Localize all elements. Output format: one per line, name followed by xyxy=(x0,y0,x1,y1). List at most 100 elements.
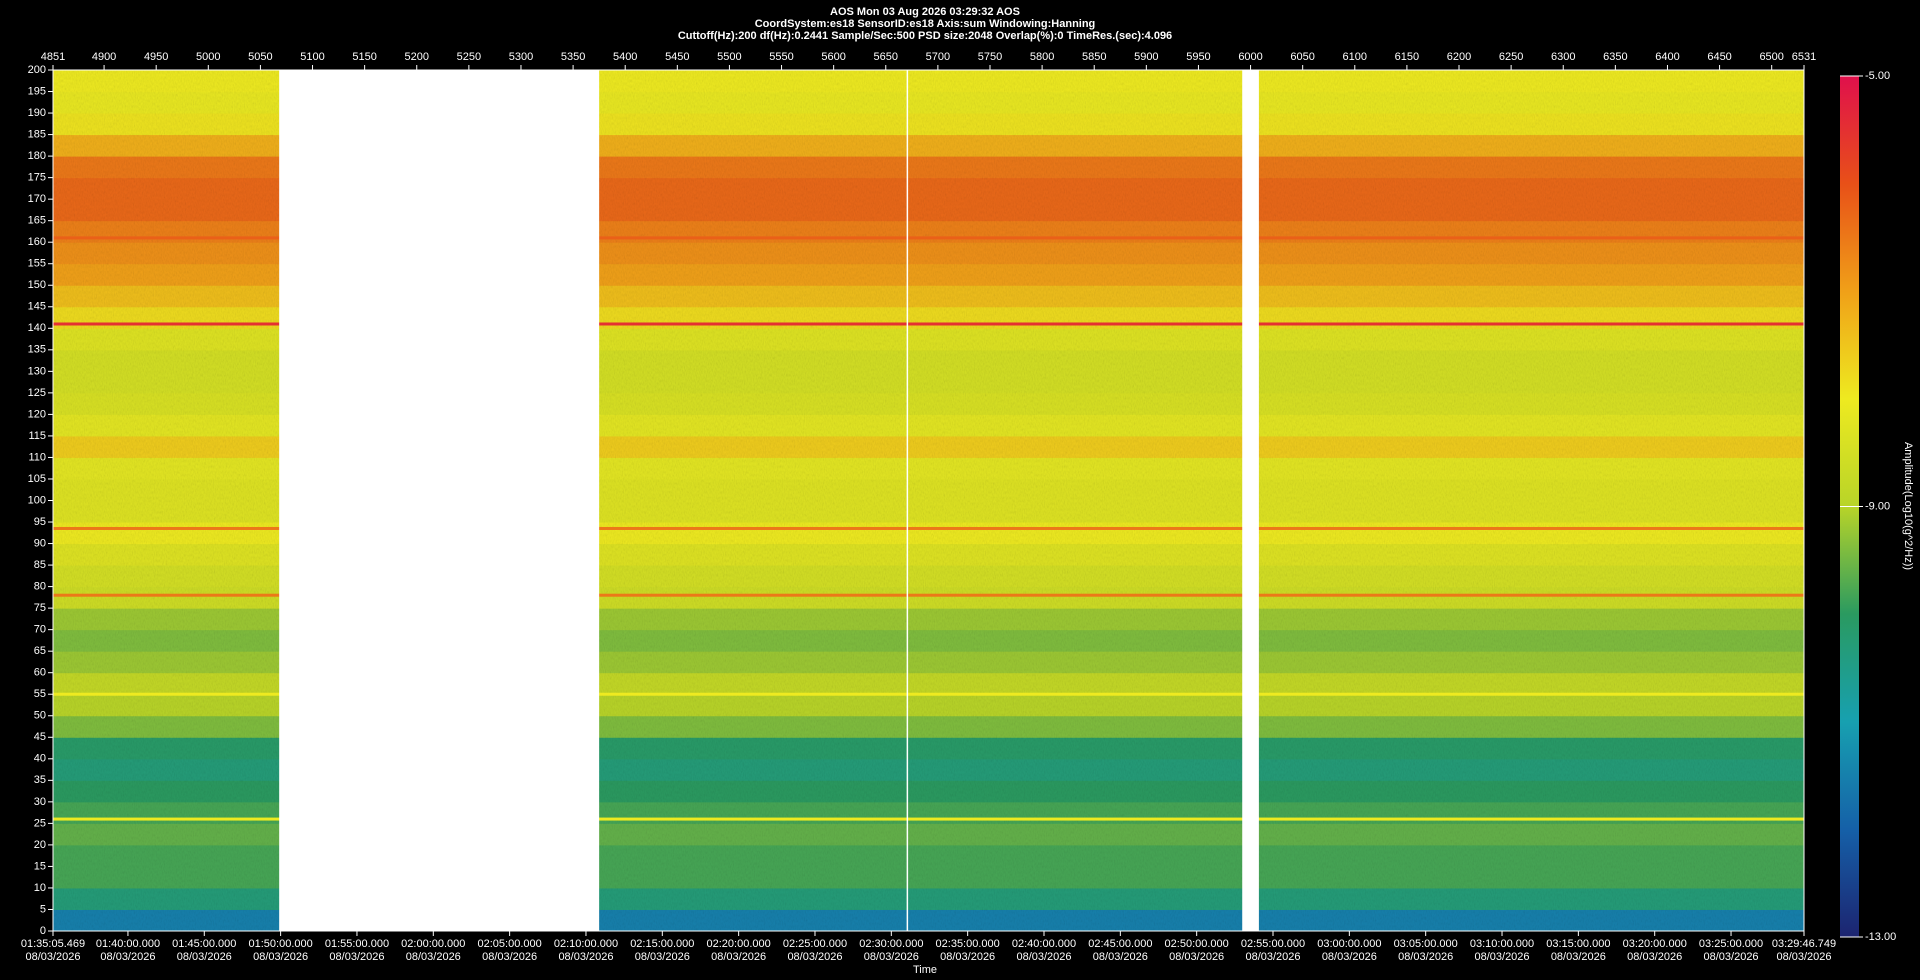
y-tick-label: 5 xyxy=(40,903,46,915)
x-tick-label: 02:35:00.000 xyxy=(936,938,1000,950)
x-tick-date: 08/03/2026 xyxy=(940,951,995,963)
x-tick-date: 08/03/2026 xyxy=(711,951,766,963)
x-tick-label: 02:45:00.000 xyxy=(1088,938,1152,950)
x-tick-label: 03:10:00.000 xyxy=(1470,938,1534,950)
y-tick-label: 115 xyxy=(28,430,46,442)
y-tick-label: 80 xyxy=(34,581,46,593)
y-tick-label: 130 xyxy=(28,365,46,377)
spectral-line xyxy=(53,236,1804,240)
y-tick-label: 190 xyxy=(28,107,46,119)
x-tick-date: 08/03/2026 xyxy=(1169,951,1224,963)
x-tick-label: 02:25:00.000 xyxy=(783,938,847,950)
y-tick-label: 150 xyxy=(28,279,46,291)
spectral-line xyxy=(53,593,1804,597)
x-tick-label: 02:55:00.000 xyxy=(1241,938,1305,950)
y-tick-label: 100 xyxy=(28,494,46,506)
y-tick-label: 50 xyxy=(34,710,46,722)
x2-tick-label: 6350 xyxy=(1603,51,1627,63)
x2-tick-label: 5650 xyxy=(874,51,898,63)
y-tick-label: 95 xyxy=(34,516,46,528)
y-tick-label: 200 xyxy=(28,64,46,76)
x2-tick-label: 6500 xyxy=(1759,51,1783,63)
x-tick-label: 01:50:00.000 xyxy=(249,938,313,950)
y-tick-label: 25 xyxy=(34,817,46,829)
x-axis-title: Time xyxy=(913,964,937,976)
x2-tick-label: 5050 xyxy=(248,51,272,63)
x2-tick-label: 5750 xyxy=(978,51,1002,63)
x-tick-label: 03:25:00.000 xyxy=(1699,938,1763,950)
x2-tick-label: 5150 xyxy=(352,51,376,63)
y-tick-label: 85 xyxy=(34,559,46,571)
y-tick-label: 185 xyxy=(28,128,46,140)
colorbar-tick-label: -5.00 xyxy=(1865,70,1890,82)
plot-area xyxy=(53,70,1804,931)
y-tick-label: 155 xyxy=(28,258,46,270)
x2-tick-label: 5950 xyxy=(1186,51,1210,63)
x2-tick-label: 5900 xyxy=(1134,51,1158,63)
x-tick-label: 01:40:00.000 xyxy=(96,938,160,950)
y-tick-label: 160 xyxy=(28,236,46,248)
data-gap xyxy=(906,70,909,931)
y-tick-label: 55 xyxy=(34,688,46,700)
x2-tick-label: 5100 xyxy=(300,51,324,63)
x2-tick-label: 5500 xyxy=(717,51,741,63)
y-tick-label: 105 xyxy=(28,473,46,485)
y-tick-label: 70 xyxy=(34,624,46,636)
title-line: CoordSystem:es18 SensorID:es18 Axis:sum … xyxy=(755,18,1096,30)
x2-tick-label: 5550 xyxy=(769,51,793,63)
x-tick-date: 08/03/2026 xyxy=(25,951,80,963)
x-tick-label: 01:35:05.469 xyxy=(21,938,85,950)
x2-tick-label: 4851 xyxy=(41,51,65,63)
x2-tick-label: 5800 xyxy=(1030,51,1054,63)
spectral-line xyxy=(53,817,1804,821)
x-tick-label: 02:20:00.000 xyxy=(707,938,771,950)
y-tick-label: 195 xyxy=(28,85,46,97)
x-tick-date: 08/03/2026 xyxy=(1704,951,1759,963)
colorbar-tick-label: -9.00 xyxy=(1865,500,1890,512)
y-tick-label: 135 xyxy=(28,344,46,356)
y-tick-label: 175 xyxy=(28,172,46,184)
y-tick-label: 125 xyxy=(28,387,46,399)
x-tick-label: 03:20:00.000 xyxy=(1623,938,1687,950)
y-tick-label: 65 xyxy=(34,645,46,657)
x-tick-label: 02:50:00.000 xyxy=(1165,938,1229,950)
x-tick-label: 03:00:00.000 xyxy=(1317,938,1381,950)
x2-tick-label: 6250 xyxy=(1499,51,1523,63)
data-gap xyxy=(279,70,600,931)
x2-tick-label: 6400 xyxy=(1655,51,1679,63)
x-tick-date: 08/03/2026 xyxy=(1474,951,1529,963)
title-line: Cuttoff(Hz):200 df(Hz):0.2441 Sample/Sec… xyxy=(678,30,1172,42)
x2-tick-label: 5850 xyxy=(1082,51,1106,63)
x-tick-date: 08/03/2026 xyxy=(1093,951,1148,963)
y-tick-label: 110 xyxy=(28,451,46,463)
x-tick-date: 08/03/2026 xyxy=(482,951,537,963)
x-tick-label: 02:10:00.000 xyxy=(554,938,618,950)
x-tick-label: 03:15:00.000 xyxy=(1546,938,1610,950)
x-tick-date: 08/03/2026 xyxy=(635,951,690,963)
x-tick-label: 02:40:00.000 xyxy=(1012,938,1076,950)
x-tick-label: 02:00:00.000 xyxy=(401,938,465,950)
x-tick-date: 08/03/2026 xyxy=(1776,951,1831,963)
x2-tick-label: 5000 xyxy=(196,51,220,63)
x-tick-date: 08/03/2026 xyxy=(787,951,842,963)
x2-tick-label: 6050 xyxy=(1290,51,1314,63)
x-tick-date: 08/03/2026 xyxy=(1322,951,1377,963)
x-tick-date: 08/03/2026 xyxy=(1016,951,1071,963)
y-tick-label: 75 xyxy=(34,602,46,614)
spectral-line xyxy=(53,322,1804,326)
y-tick-label: 120 xyxy=(28,408,46,420)
data-gap xyxy=(1242,70,1259,931)
x2-tick-label: 6200 xyxy=(1447,51,1471,63)
colorbar-tick-label: -13.00 xyxy=(1865,931,1896,943)
x-tick-label: 02:15:00.000 xyxy=(630,938,694,950)
x2-tick-label: 6000 xyxy=(1238,51,1262,63)
x-tick-label: 02:05:00.000 xyxy=(478,938,542,950)
colorbar-label: Amplitude(Log10(g^2/Hz)) xyxy=(1902,442,1914,570)
x2-tick-label: 6100 xyxy=(1343,51,1367,63)
x-tick-label: 01:45:00.000 xyxy=(172,938,236,950)
spectral-line xyxy=(53,526,1804,530)
x-tick-label: 02:30:00.000 xyxy=(859,938,923,950)
y-tick-label: 165 xyxy=(28,215,46,227)
title-line: AOS Mon 03 Aug 2026 03:29:32 AOS xyxy=(830,6,1020,18)
